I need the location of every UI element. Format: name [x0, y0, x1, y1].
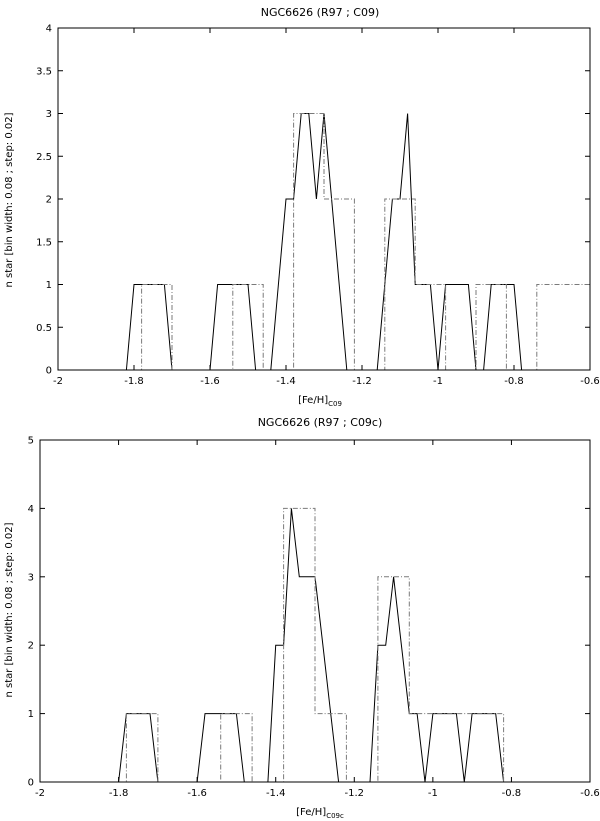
- x-tick-label: -1: [433, 376, 443, 387]
- y-tick-label: 0.5: [36, 323, 52, 334]
- x-tick-label: -1.4: [266, 788, 286, 799]
- x-tick-label: -0.8: [502, 788, 522, 799]
- x-axis-label: [Fe/H]C09: [298, 395, 342, 408]
- x-tick-label: -2: [53, 376, 63, 387]
- y-axis-label: n star [bin width: 0.08 ; step: 0.02]: [4, 112, 15, 287]
- y-tick-label: 2.5: [36, 152, 52, 163]
- axis-ticks: -2 -1.8 -1.6 -1.4 -1.2 -1 -0.8 -0.6 0 1 2 3 4 5: [28, 436, 600, 800]
- y-tick-label: 2: [46, 195, 52, 206]
- x-tick-label: -1.8: [109, 788, 129, 799]
- y-tick-label: 0: [28, 778, 34, 789]
- x-tick-label: -2: [35, 788, 45, 799]
- x-tick-label: -1.2: [345, 788, 365, 799]
- chart-top: NGC6626 (R97 ; C09) n star [bin width: 0…: [4, 6, 600, 408]
- series-line-solid: [118, 508, 505, 783]
- x-tick-label: -1: [428, 788, 438, 799]
- x-tick-label: -1.8: [124, 376, 144, 387]
- x-tick-label: -1.6: [187, 788, 207, 799]
- x-tick-label: -0.6: [580, 376, 600, 387]
- series-line-dashdot: [58, 113, 590, 371]
- series-group: [40, 507, 590, 783]
- y-tick-label: 4: [46, 24, 52, 35]
- y-tick-label: 3: [28, 572, 34, 583]
- series-line-solid: [125, 113, 530, 371]
- series-line-dashdot: [40, 507, 590, 783]
- y-tick-label: 4: [28, 504, 34, 515]
- chart-bottom: NGC6626 (R97 ; C09c) n star [bin width: …: [4, 416, 600, 820]
- chart-title: NGC6626 (R97 ; C09): [261, 6, 380, 19]
- y-tick-label: 0: [46, 366, 52, 377]
- y-tick-label: 1.5: [36, 237, 52, 248]
- x-tick-label: -1.4: [276, 376, 296, 387]
- x-tick-label: -0.6: [580, 788, 600, 799]
- x-axis-label: [Fe/H]C09c: [296, 807, 344, 820]
- axis-ticks: -2 -1.8 -1.6 -1.4 -1.2 -1 -0.8 -0.6 0 0.5 1 1.5 2 2.5…: [36, 24, 600, 388]
- series-group: [58, 113, 590, 371]
- y-tick-label: 5: [28, 436, 34, 447]
- y-tick-label: 2: [28, 641, 34, 652]
- y-tick-label: 1: [28, 709, 34, 720]
- y-tick-label: 1: [46, 280, 52, 291]
- x-tick-label: -1.6: [200, 376, 220, 387]
- y-tick-label: 3: [46, 109, 52, 120]
- y-tick-label: 3.5: [36, 66, 52, 77]
- x-tick-label: -0.8: [504, 376, 524, 387]
- chart-title: NGC6626 (R97 ; C09c): [258, 416, 383, 429]
- y-axis-label: n star [bin width: 0.08 ; step: 0.02]: [4, 522, 15, 697]
- plot-frame: [57, 27, 591, 371]
- plot-frame: [39, 439, 591, 783]
- x-tick-label: -1.2: [352, 376, 372, 387]
